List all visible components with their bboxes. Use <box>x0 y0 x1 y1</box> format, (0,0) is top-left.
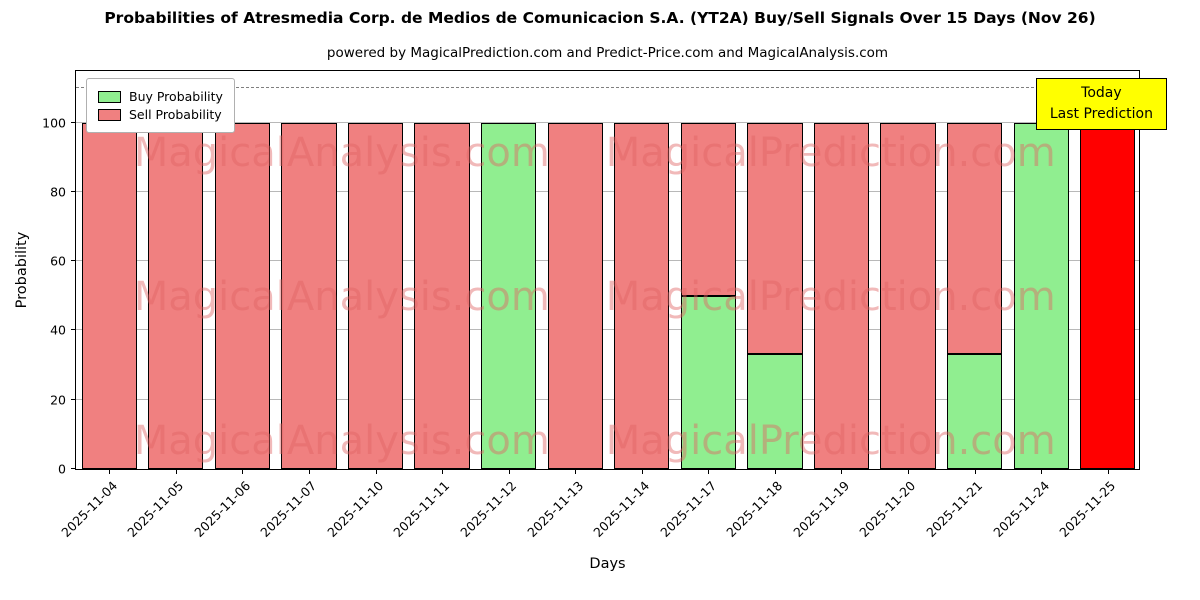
x-tick-mark <box>1107 469 1109 474</box>
x-tick-mark <box>508 469 510 474</box>
gridline <box>76 121 1139 123</box>
legend-item-buy: Buy Probability <box>98 89 223 104</box>
legend-label-sell: Sell Probability <box>129 107 222 122</box>
y-tick-mark <box>71 121 76 123</box>
y-tick-mark <box>71 260 76 262</box>
x-tick-mark <box>841 469 843 474</box>
x-tick-mark <box>641 469 643 474</box>
bar-segment <box>946 353 1003 469</box>
x-tick-label-text: 2025-11-06 <box>191 478 254 540</box>
x-tick-mark <box>1041 469 1043 474</box>
bar-segment <box>81 122 137 469</box>
buy-color-swatch <box>98 90 121 103</box>
bar-segment <box>680 295 736 469</box>
bar-segment <box>747 122 803 354</box>
legend-label-buy: Buy Probability <box>129 89 223 104</box>
x-tick-label-text: 2025-11-05 <box>124 478 187 540</box>
x-tick-label-text: 2025-11-12 <box>457 478 520 540</box>
chart-subtitle: powered by MagicalPrediction.com and Pre… <box>326 45 889 61</box>
x-tick-label-text: 2025-11-20 <box>856 478 919 540</box>
x-tick-label-text: 2025-11-13 <box>523 478 586 540</box>
annotation-line-1: Today <box>1081 85 1122 101</box>
x-tick-label-text: 2025-11-04 <box>57 478 120 540</box>
x-axis-label: Days <box>589 556 626 572</box>
today-annotation-box: Today Last Prediction <box>1035 78 1167 130</box>
x-tick-mark <box>308 469 310 474</box>
bar-segment <box>547 122 603 469</box>
legend: Buy Probability Sell Probability <box>86 78 235 133</box>
x-tick-label-text: 2025-11-24 <box>989 478 1052 540</box>
x-tick-mark <box>575 469 577 474</box>
x-tick-label-text: 2025-11-17 <box>656 478 719 540</box>
plot-area: Buy Probability Sell Probability 0 20 40 60… <box>42 70 1140 540</box>
bar-segment <box>614 122 670 469</box>
x-tick-mark <box>908 469 910 474</box>
x-tick-mark <box>708 469 710 474</box>
x-tick-label-text: 2025-11-25 <box>1056 478 1119 540</box>
bar-segment <box>1013 122 1069 469</box>
x-tick-label-text: 2025-11-19 <box>790 478 853 540</box>
x-tick-mark <box>442 469 444 474</box>
y-tick-mark <box>71 329 76 331</box>
dashed-reference-line <box>76 87 1139 89</box>
gridline <box>76 260 1139 262</box>
x-tick-mark <box>974 469 976 474</box>
x-tick-label-text: 2025-11-21 <box>923 478 986 540</box>
y-tick-label: 100 <box>42 115 66 131</box>
x-tick-mark <box>375 469 377 474</box>
y-tick-label: 0 <box>58 461 66 477</box>
bar-segment <box>414 122 470 469</box>
bar-segment <box>813 122 870 469</box>
x-tick-label-text: 2025-11-11 <box>390 478 453 540</box>
bar-segment <box>1080 122 1136 469</box>
x-tick-label-text: 2025-11-14 <box>590 478 653 540</box>
bar-segment <box>880 122 936 469</box>
x-tick-mark <box>109 469 111 474</box>
bar-segment <box>946 122 1003 354</box>
y-tick-mark <box>71 468 76 469</box>
y-axis-label: Probability <box>14 231 30 309</box>
annotation-line-2: Last Prediction <box>1049 106 1153 122</box>
legend-item-sell: Sell Probability <box>98 107 223 122</box>
bar-segment <box>680 122 736 296</box>
gridline <box>76 190 1139 192</box>
bar-segment <box>747 353 803 469</box>
x-tick-mark <box>242 469 244 474</box>
bar-segment <box>281 122 337 469</box>
x-tick-label-text: 2025-11-07 <box>257 478 320 540</box>
x-tick-mark <box>175 469 177 474</box>
y-tick-mark <box>71 398 76 400</box>
sell-color-swatch <box>98 108 121 121</box>
gridline <box>76 329 1139 331</box>
y-tick-label: 20 <box>50 392 66 408</box>
y-tick-label: 80 <box>50 184 66 200</box>
y-tick-mark <box>71 190 76 192</box>
bar-segment <box>347 122 404 469</box>
bar-segment <box>148 122 204 469</box>
chart-title: Probabilities of Atresmedia Corp. de Med… <box>104 9 1096 27</box>
bar-segment <box>481 122 537 469</box>
x-tick-label-text: 2025-11-10 <box>324 478 387 540</box>
y-tick-label: 60 <box>50 253 66 269</box>
gridline <box>76 398 1139 400</box>
x-tick-label-text: 2025-11-18 <box>723 478 786 540</box>
bar-segment <box>214 122 271 469</box>
x-tick-mark <box>774 469 776 474</box>
y-tick-label: 40 <box>50 322 66 338</box>
